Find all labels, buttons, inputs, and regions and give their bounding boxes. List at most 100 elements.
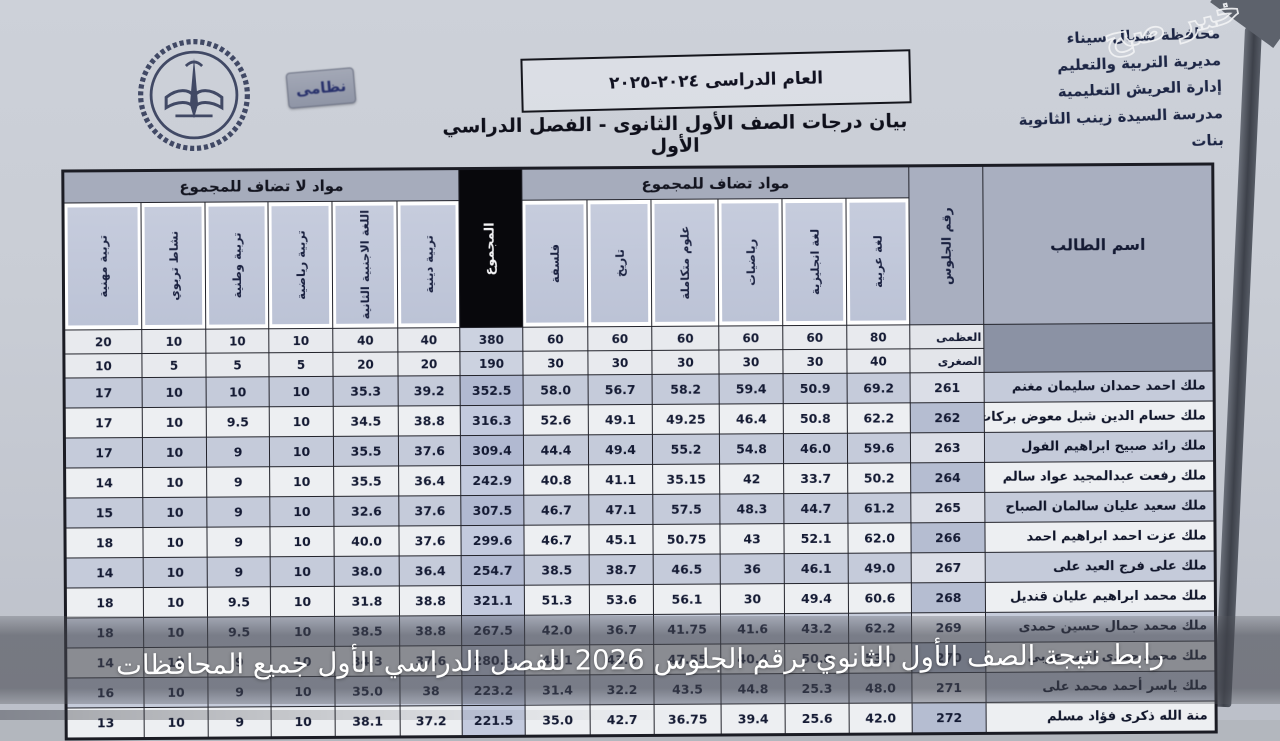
subject-label: تربية مهنية [95, 234, 110, 298]
grade-total: 299.6 [460, 525, 525, 556]
min-arabic: 40 [846, 348, 911, 374]
subject-label: نشاط تربوي [166, 230, 181, 301]
grade-activity: 10 [143, 527, 208, 558]
subject-label: علوم متكاملة [677, 225, 692, 300]
grade-arabic: 60.6 [848, 582, 912, 614]
bottom-shadow [0, 710, 700, 720]
subject-header-cell: لغة عربية [846, 197, 910, 326]
subject-label: فلسفة [547, 243, 562, 284]
max-pe: 10 [268, 328, 333, 353]
student-name-cell: ملك على فرج العيد على [985, 550, 1216, 583]
max-label: العظمى [909, 324, 984, 349]
grade-math: 46.4 [719, 403, 784, 435]
max-total: 380 [459, 327, 523, 352]
grade-history: 56.7 [588, 374, 653, 405]
grade-math: 54.8 [719, 433, 784, 465]
min-philosophy: 30 [522, 350, 589, 376]
min-second-language: 20 [332, 351, 399, 377]
grade-religion: 37.6 [398, 495, 461, 526]
grade-philosophy: 40.8 [523, 464, 589, 496]
grade-history: 49.4 [588, 434, 653, 465]
grade-total: 307.5 [460, 495, 524, 526]
grade-total: 254.7 [461, 555, 525, 586]
grade-national: 9 [206, 496, 270, 528]
grade-math: 36 [720, 553, 785, 585]
max-religion: 40 [397, 327, 460, 352]
grade-pe: 10 [270, 556, 335, 587]
min-national: 5 [205, 352, 270, 378]
subject-header-cell: تاريخ [587, 199, 652, 327]
grade-vocational: 17 [64, 377, 143, 409]
total-column-header: المجموع [458, 168, 523, 328]
grade-pe: 10 [269, 496, 334, 527]
grade-philosophy: 46.7 [523, 524, 590, 556]
grade-arabic: 61.2 [847, 492, 911, 524]
grade-national: 10 [206, 376, 270, 408]
min-activity: 5 [141, 353, 207, 378]
min-science: 30 [651, 350, 720, 375]
grade-english: 44.7 [783, 493, 848, 524]
grade-pe: 10 [269, 406, 334, 437]
seat-number-cell: 268 [911, 582, 986, 613]
grade-arabic: 49.0 [848, 552, 912, 584]
academic-year-box: العام الدراسى ٢٠٢٤-٢٠٢٥ [520, 49, 912, 113]
grade-religion: 36.4 [398, 465, 461, 496]
grade-religion: 38.8 [399, 585, 462, 616]
grade-philosophy: 38.5 [524, 554, 590, 586]
subject-label: تربية وطنية [229, 232, 244, 299]
max-math: 60 [718, 325, 783, 351]
grade-total: 242.9 [460, 465, 524, 496]
max-history: 60 [587, 326, 652, 351]
grade-pe: 10 [269, 466, 334, 497]
grade-total: 352.5 [460, 375, 524, 406]
min-label: الصغرى [909, 348, 985, 373]
grade-arabic: 42.0 [849, 702, 913, 735]
subject-header-cell: نشاط تربوي [141, 202, 206, 330]
grade-vocational: 15 [64, 497, 144, 529]
grade-religion: 37.6 [398, 525, 462, 556]
subject-header-cell: تربية مهنية [62, 202, 142, 331]
group-added-header: مواد تضاف للمجموع [521, 165, 910, 201]
min-math: 30 [718, 349, 784, 375]
grade-history: 41.1 [588, 464, 653, 495]
grade-math: 59.4 [719, 373, 784, 405]
subject-label: تاريخ [612, 249, 627, 278]
grade-second-language: 35.5 [333, 465, 399, 497]
grade-pe: 10 [269, 376, 334, 407]
grade-national: 9 [206, 436, 270, 468]
grade-english: 49.4 [784, 583, 849, 614]
subject-label: تربية دينية [421, 235, 436, 294]
grade-math: 42 [719, 463, 784, 495]
seat-number-cell: 265 [910, 492, 985, 523]
grade-science: 57.5 [652, 494, 720, 525]
grade-religion: 39.2 [398, 375, 461, 406]
max-activity: 10 [141, 329, 206, 354]
grade-science: 49.25 [652, 404, 720, 435]
total-header-label: المجموع [482, 221, 498, 276]
grade-total: 316.3 [460, 405, 524, 436]
seat-number-header-label: رقم الجلوس [938, 206, 954, 285]
max-second-language: 40 [332, 327, 398, 353]
min-english: 30 [782, 349, 848, 374]
seat-number-cell: 264 [910, 462, 985, 493]
grade-english: 46.1 [784, 553, 849, 584]
grade-history: 47.1 [588, 494, 653, 525]
grade-science: 46.5 [653, 554, 721, 585]
grade-arabic: 69.2 [847, 372, 911, 404]
grade-math: 43 [719, 523, 785, 555]
grade-national: 9 [207, 526, 271, 558]
grade-history: 49.1 [588, 404, 653, 435]
grade-math: 39.4 [721, 703, 786, 736]
grade-arabic: 59.6 [847, 432, 911, 464]
grade-english: 50.9 [783, 373, 848, 404]
grade-math: 48.3 [719, 493, 784, 525]
grade-english: 52.1 [783, 523, 849, 554]
grade-second-language: 35.5 [333, 435, 399, 467]
grade-activity: 10 [143, 587, 208, 618]
grade-english: 33.7 [783, 463, 848, 494]
grade-pe: 10 [269, 436, 334, 467]
seat-number-cell: 272 [912, 702, 987, 734]
student-name-cell: ملك رفعت عبدالمجيد عواد سالم [984, 460, 1215, 493]
grade-activity: 10 [142, 407, 207, 438]
grade-vocational: 18 [64, 527, 144, 559]
